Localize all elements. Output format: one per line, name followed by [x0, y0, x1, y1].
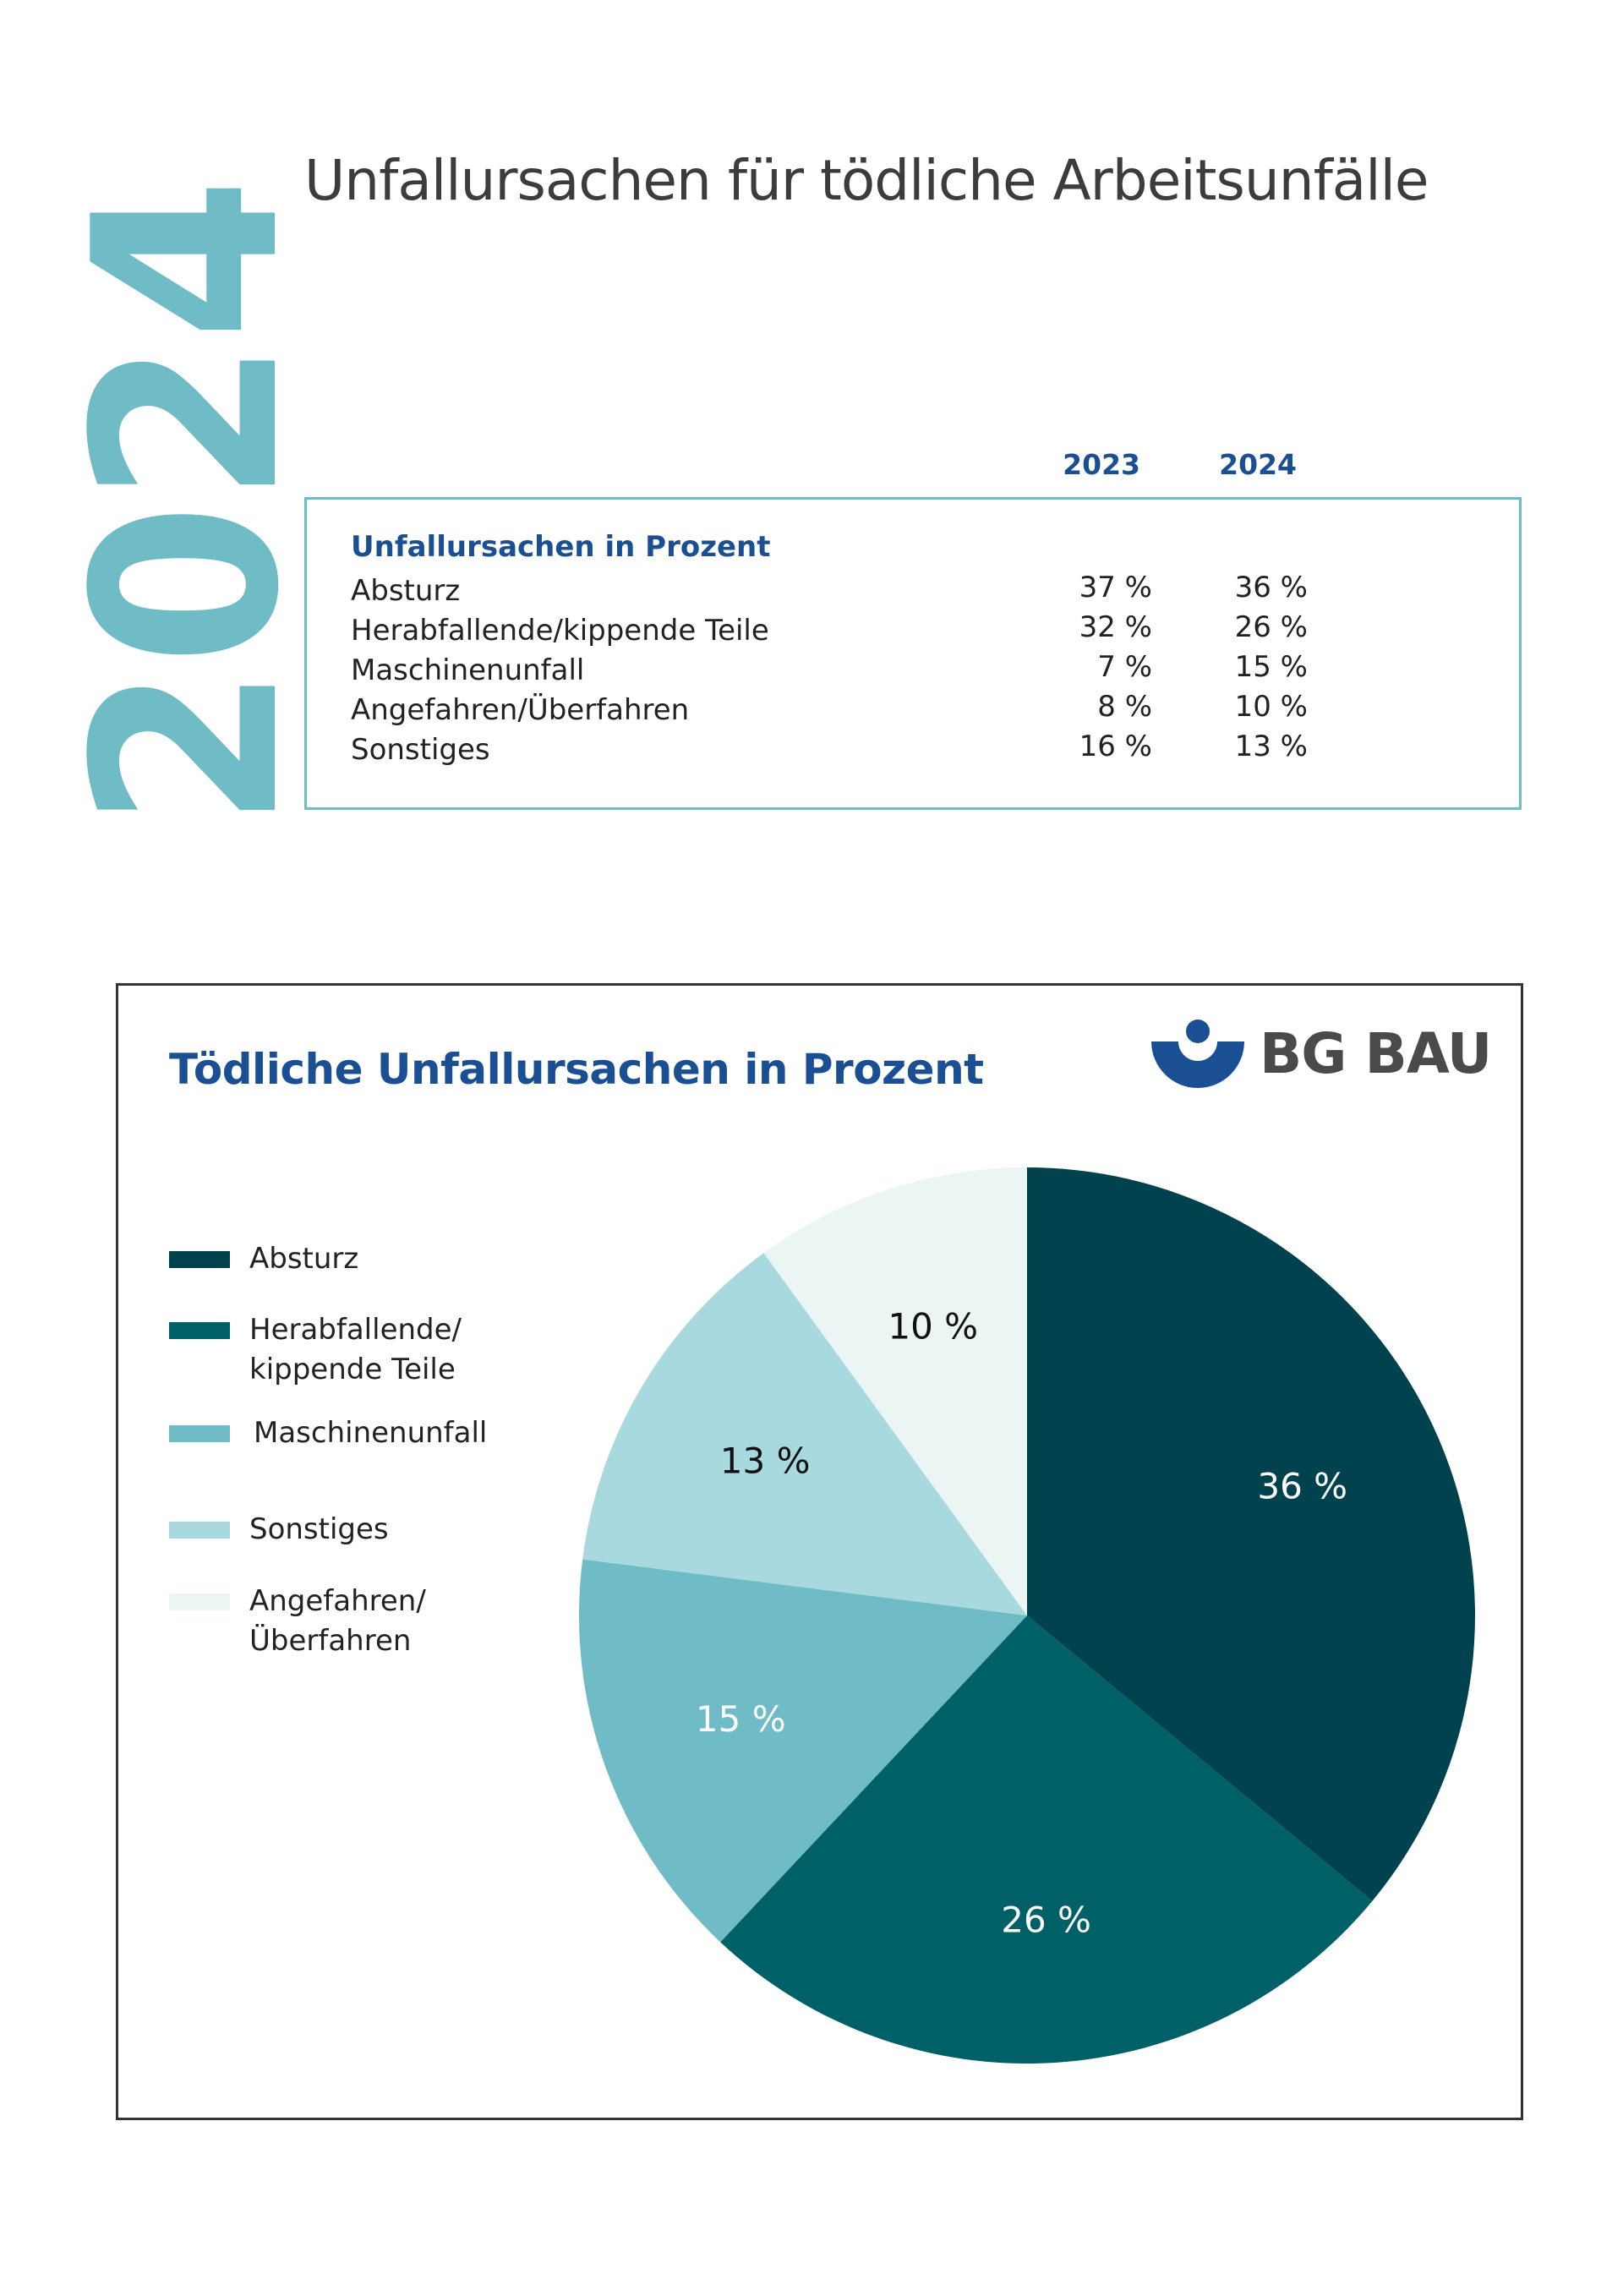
table-heading: Unfallursachen in Prozent	[351, 530, 771, 564]
legend-swatch	[169, 1522, 230, 1539]
logo-text: BG BAU	[1260, 1021, 1492, 1086]
value-2023: 7 %	[1097, 650, 1152, 684]
legend-swatch	[169, 1594, 230, 1610]
legend-label: Sonstiges	[249, 1512, 389, 1546]
column-header-2023: 2023	[1063, 448, 1140, 481]
legend-swatch	[169, 1251, 230, 1268]
logo-icon	[1151, 1020, 1244, 1088]
pie-slice-label-1: 26 %	[1001, 1899, 1091, 1940]
pie-slice-2	[579, 1559, 1027, 1943]
pie-slice-0	[1027, 1167, 1475, 1901]
value-2024: 15 %	[1234, 650, 1308, 684]
row-label: Sonstiges	[351, 733, 490, 767]
pie-slice-1	[720, 1615, 1373, 2064]
table-row: Herabfallende/kippende Teile 32 % 26 %	[307, 610, 1519, 653]
data-table: Unfallursachen in Prozent Absturz 37 % 3…	[304, 497, 1522, 810]
legend-label: Maschinenunfall	[254, 1416, 488, 1450]
value-2023: 32 %	[1079, 610, 1152, 644]
pie-slice-label-0: 36 %	[1257, 1466, 1347, 1507]
value-2024: 13 %	[1234, 730, 1308, 763]
year-vertical-text: 2024	[40, 178, 309, 828]
row-label: Absturz	[351, 574, 461, 608]
legend-swatch	[169, 1322, 230, 1339]
column-header-2024: 2024	[1219, 448, 1297, 481]
value-2023: 16 %	[1079, 730, 1152, 763]
legend-label: Angefahren/ Überfahren	[249, 1584, 426, 1658]
pie-chart: 36 % 26 % 15 % 13 % 10 %	[579, 1167, 1475, 2064]
value-2023: 37 %	[1079, 571, 1152, 604]
pie-slice-label-3: 13 %	[720, 1440, 811, 1482]
chart-panel: Tödliche Unfallursachen in Prozent BG BA…	[116, 983, 1523, 2120]
value-2024: 10 %	[1234, 690, 1308, 724]
bg-bau-logo: BG BAU	[1150, 1020, 1492, 1088]
pie-slice-3	[582, 1253, 1027, 1615]
table-row: Angefahren/Überfahren 8 % 10 %	[307, 690, 1519, 733]
pie-slice-4	[763, 1167, 1027, 1615]
value-2023: 8 %	[1097, 690, 1152, 724]
table-row: Absturz 37 % 36 %	[307, 571, 1519, 614]
legend-label: Herabfallende/ kippende Teile	[249, 1313, 462, 1386]
pie-slice-label-2: 15 %	[696, 1698, 786, 1740]
legend-swatch	[169, 1425, 230, 1442]
row-label: Angefahren/Überfahren	[351, 693, 690, 727]
value-2024: 26 %	[1234, 610, 1308, 644]
row-label: Herabfallende/kippende Teile	[351, 614, 769, 648]
row-label: Maschinenunfall	[351, 653, 585, 687]
pie-slice-label-4: 10 %	[888, 1306, 978, 1348]
chart-title: Tödliche Unfallursachen in Prozent	[169, 1045, 984, 1094]
legend-label: Absturz	[249, 1242, 359, 1276]
value-2024: 36 %	[1234, 571, 1308, 604]
table-row: Sonstiges 16 % 13 %	[307, 730, 1519, 773]
page-title: Unfallursachen für tödliche Arbeitsunfäl…	[304, 148, 1429, 213]
table-row: Maschinenunfall 7 % 15 %	[307, 650, 1519, 693]
year-vertical-graphic: 2024	[40, 178, 309, 828]
